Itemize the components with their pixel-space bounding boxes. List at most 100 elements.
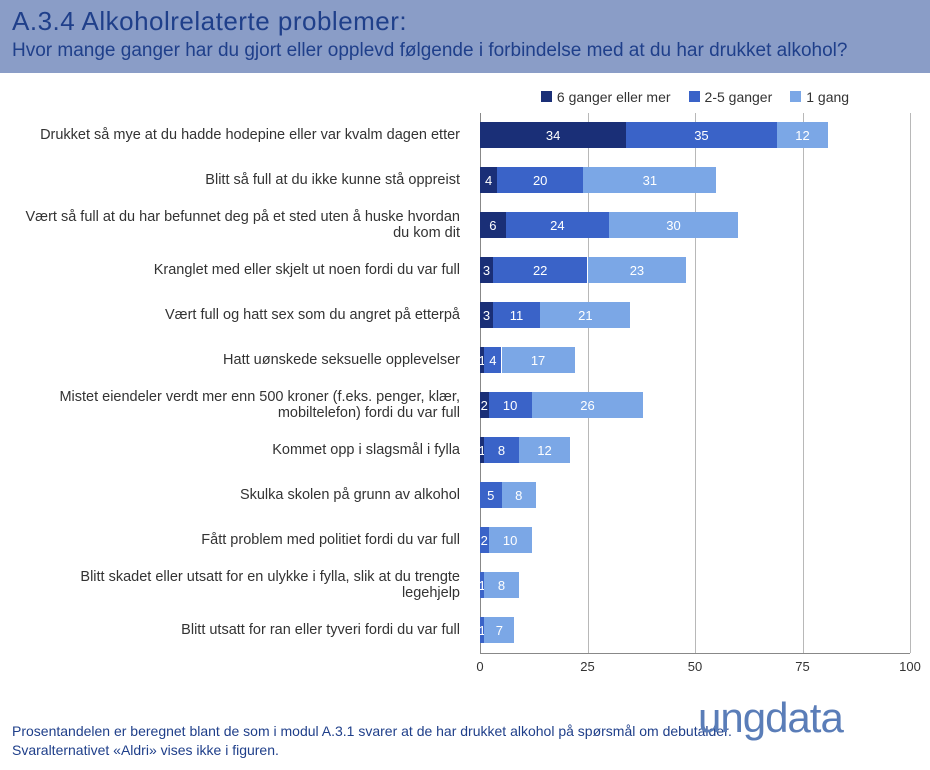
page-subtitle: Hvor mange ganger har du gjort eller opp… (12, 39, 918, 63)
legend-label: 6 ganger eller mer (557, 89, 671, 105)
bar-segment: 12 (519, 437, 571, 463)
chart-row: Kommet opp i slagsmål i fylla 1812 (20, 428, 910, 473)
header-banner: A.3.4 Alkoholrelaterte problemer: Hvor m… (0, 0, 930, 73)
bar-value: 8 (498, 443, 505, 458)
row-label: Kranglet med eller skjelt ut noen fordi … (20, 262, 470, 279)
bar-segment: 34 (480, 122, 626, 148)
bar-value: 2 (481, 398, 488, 413)
chart-row: Blitt skadet eller utsatt for en ulykke … (20, 563, 910, 608)
bar-track: 17 (480, 617, 910, 643)
bar-segment: 26 (532, 392, 644, 418)
bar-track: 34 35 12 (480, 122, 910, 148)
bar-track: 2 10 (480, 527, 910, 553)
chart-row: Skulka skolen på grunn av alkohol58 (20, 473, 910, 518)
bar-segment: 2 (480, 392, 489, 418)
chart-row: Kranglet med eller skjelt ut noen fordi … (20, 248, 910, 293)
bar-value: 22 (533, 263, 547, 278)
ungdata-logo: ungdata (698, 692, 898, 754)
bar-value: 12 (795, 128, 809, 143)
page-title: A.3.4 Alkoholrelaterte problemer: (12, 6, 918, 37)
bar-value: 23 (630, 263, 644, 278)
row-label: Blitt så full at du ikke kunne stå oppre… (20, 172, 470, 189)
bar-segment: 22 (493, 257, 588, 283)
x-tick-label: 25 (580, 659, 594, 674)
bar-segment: 7 (484, 617, 514, 643)
x-axis (480, 653, 910, 654)
row-label: Blitt utsatt for ran eller tyveri fordi … (20, 622, 470, 639)
bar-segment: 8 (502, 482, 536, 508)
row-label: Skulka skolen på grunn av alkohol (20, 487, 470, 504)
chart-row: Vært full og hatt sex som du angret på e… (20, 293, 910, 338)
bar-track: 18 (480, 572, 910, 598)
bar-value: 20 (533, 173, 547, 188)
bar-track: 4 20 31 (480, 167, 910, 193)
bar-segment: 20 (497, 167, 583, 193)
bar-segment: 10 (489, 392, 532, 418)
legend-swatch (790, 91, 801, 102)
bar-track: 311 21 (480, 302, 910, 328)
bar-value: 3 (483, 263, 490, 278)
bar-track: 58 (480, 482, 910, 508)
bar-value: 35 (694, 128, 708, 143)
bar-segment: 17 (502, 347, 575, 373)
legend-swatch (689, 91, 700, 102)
bar-segment: 5 (480, 482, 502, 508)
bar-value: 26 (580, 398, 594, 413)
bar-segment: 35 (626, 122, 777, 148)
chart-row: Blitt utsatt for ran eller tyveri fordi … (20, 608, 910, 653)
bar-segment: 8 (484, 572, 518, 598)
bar-value: 30 (666, 218, 680, 233)
bar-segment: 2 (480, 527, 489, 553)
bar-segment: 10 (489, 527, 532, 553)
row-label: Vært full og hatt sex som du angret på e… (20, 307, 470, 324)
chart-row: Blitt så full at du ikke kunne stå oppre… (20, 158, 910, 203)
bar-segment: 23 (588, 257, 687, 283)
bar-value: 4 (485, 173, 492, 188)
legend-label: 1 gang (806, 89, 849, 105)
bar-value: 3 (483, 308, 490, 323)
bar-track: 210 26 (480, 392, 910, 418)
bar-segment: 8 (484, 437, 518, 463)
x-tick-label: 0 (476, 659, 483, 674)
legend-swatch (541, 91, 552, 102)
bar-value: 21 (578, 308, 592, 323)
bar-segment: 4 (484, 347, 501, 373)
legend-item: 6 ganger eller mer (541, 89, 671, 105)
x-tick-label: 100 (899, 659, 921, 674)
bar-segment: 30 (609, 212, 738, 238)
bar-value: 24 (550, 218, 564, 233)
row-label: Mistet eiendeler verdt mer enn 500 krone… (20, 389, 470, 422)
bar-value: 34 (546, 128, 560, 143)
chart-row: Hatt uønskede seksuelle opplevelser1417 (20, 338, 910, 383)
bar-segment: 21 (540, 302, 630, 328)
gridline (910, 113, 911, 653)
bar-value: 5 (487, 488, 494, 503)
chart-row: Drukket så mye at du hadde hodepine elle… (20, 113, 910, 158)
svg-text:ungdata: ungdata (698, 694, 844, 741)
bar-track: 3 22 23 (480, 257, 910, 283)
bar-value: 31 (643, 173, 657, 188)
legend-item: 2-5 ganger (689, 89, 773, 105)
bar-value: 6 (489, 218, 496, 233)
bar-segment: 24 (506, 212, 609, 238)
bar-value: 17 (531, 353, 545, 368)
chart-container: 6 ganger eller mer2-5 ganger1 gang 02550… (0, 73, 930, 683)
bar-segment: 12 (777, 122, 829, 148)
x-tick-label: 75 (795, 659, 809, 674)
row-label: Hatt uønskede seksuelle opplevelser (20, 352, 470, 369)
bar-value: 4 (489, 353, 496, 368)
bar-value: 8 (515, 488, 522, 503)
bar-value: 2 (481, 533, 488, 548)
bar-track: 1812 (480, 437, 910, 463)
row-label: Blitt skadet eller utsatt for en ulykke … (20, 569, 470, 602)
bar-segment: 3 (480, 257, 493, 283)
chart-row: Mistet eiendeler verdt mer enn 500 krone… (20, 383, 910, 428)
bar-track: 6 24 30 (480, 212, 910, 238)
bar-segment: 11 (493, 302, 540, 328)
bar-value: 10 (503, 533, 517, 548)
chart-legend: 6 ganger eller mer 2-5 ganger 1 gang (20, 89, 910, 105)
bar-value: 12 (537, 443, 551, 458)
row-label: Kommet opp i slagsmål i fylla (20, 442, 470, 459)
bar-value: 8 (498, 578, 505, 593)
bar-track: 1417 (480, 347, 910, 373)
